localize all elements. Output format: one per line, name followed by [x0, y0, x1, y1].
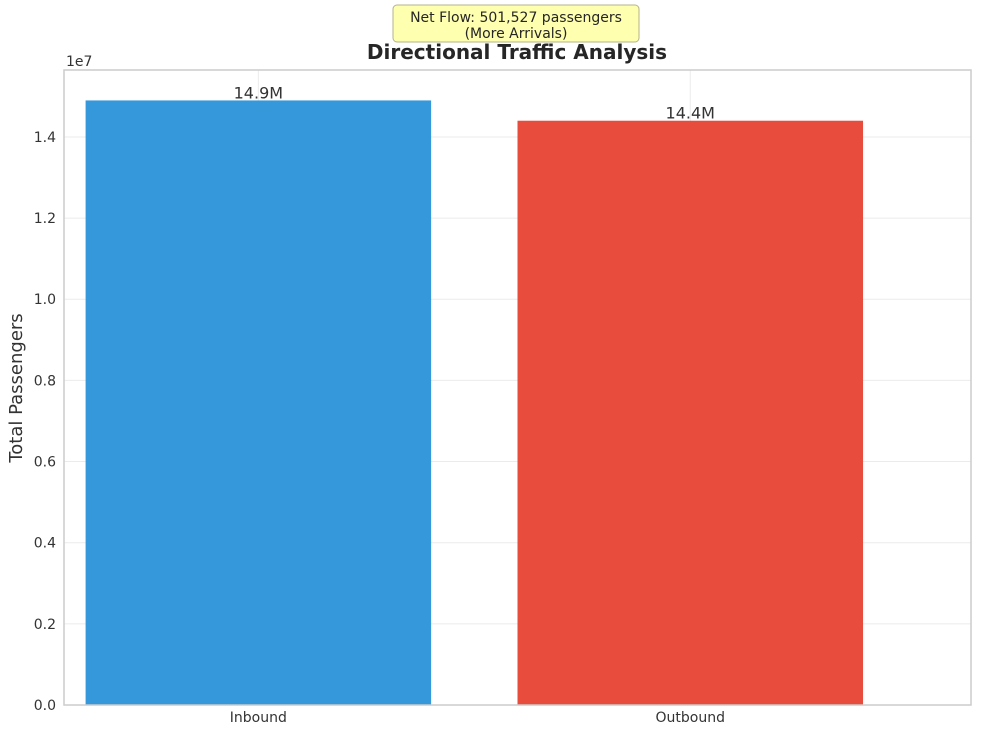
- bar-value-label: 14.4M: [666, 104, 715, 123]
- chart-title: Directional Traffic Analysis: [367, 40, 667, 64]
- y-axis-ticks: 0.0 0.2 0.4 0.6 0.8 1.0 1.2 1.4: [34, 130, 56, 714]
- x-tick-label: Outbound: [656, 710, 725, 726]
- bars: [85, 100, 864, 705]
- x-axis-ticks: Inbound Outbound: [230, 710, 725, 726]
- y-tick-label: 1.2: [34, 211, 56, 227]
- y-tick-label: 0.6: [34, 455, 56, 471]
- net-flow-annotation: Net Flow: 501,527 passengers (More Arriv…: [392, 4, 640, 43]
- annotation-line-1: Net Flow: 501,527 passengers: [410, 10, 622, 26]
- bar-value-labels: 14.9M 14.4M: [234, 83, 715, 122]
- y-tick-label: 0.0: [34, 698, 56, 714]
- annotation-line-2: (More Arrivals): [465, 26, 568, 42]
- y-tick-label: 0.2: [34, 617, 56, 633]
- y-axis-scale-label: 1e7: [66, 54, 92, 70]
- y-tick-label: 1.0: [34, 292, 56, 308]
- bar-outbound: [517, 120, 864, 705]
- y-tick-label: 0.8: [34, 373, 56, 389]
- y-tick-label: 1.4: [34, 130, 56, 146]
- annotation-box: [392, 4, 640, 43]
- x-tick-label: Inbound: [230, 710, 287, 726]
- y-tick-label: 0.4: [34, 536, 56, 552]
- plot-frame: [63, 69, 972, 706]
- bar-value-label: 14.9M: [234, 83, 283, 102]
- y-axis-title: Total Passengers: [6, 313, 27, 463]
- bar-inbound: [85, 100, 432, 705]
